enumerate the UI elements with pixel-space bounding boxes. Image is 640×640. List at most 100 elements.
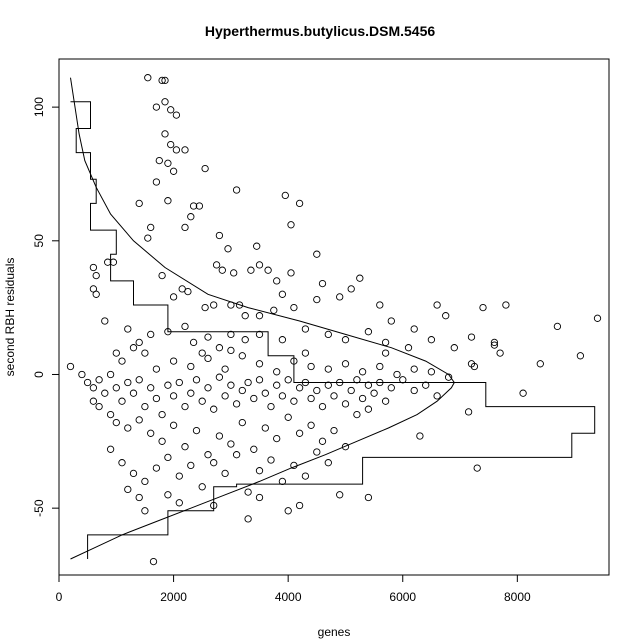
data-point bbox=[295, 199, 304, 208]
data-point bbox=[192, 376, 201, 384]
data-point bbox=[364, 381, 373, 389]
data-point bbox=[232, 451, 241, 459]
data-point bbox=[593, 314, 602, 322]
data-point bbox=[313, 386, 321, 395]
data-point bbox=[284, 413, 292, 421]
data-point bbox=[307, 421, 315, 429]
data-point bbox=[167, 106, 175, 114]
data-point bbox=[224, 245, 232, 253]
data-point bbox=[473, 464, 481, 472]
data-point bbox=[244, 488, 252, 496]
data-point bbox=[255, 376, 264, 384]
data-point bbox=[129, 469, 138, 478]
x-tick-label: 4000 bbox=[275, 590, 302, 604]
data-point bbox=[536, 360, 544, 368]
data-point bbox=[164, 328, 172, 336]
data-point bbox=[278, 290, 287, 298]
data-point bbox=[158, 76, 166, 85]
data-point bbox=[253, 242, 261, 250]
data-point bbox=[161, 76, 169, 85]
data-point bbox=[284, 507, 292, 515]
data-point bbox=[467, 333, 476, 341]
data-point bbox=[330, 392, 338, 400]
data-point bbox=[161, 98, 169, 106]
data-point bbox=[324, 365, 332, 373]
data-point bbox=[181, 146, 189, 154]
x-tick-label: 2000 bbox=[160, 590, 187, 604]
data-point bbox=[227, 330, 235, 339]
x-tick-label: 0 bbox=[56, 590, 63, 604]
data-point bbox=[433, 392, 441, 400]
data-point bbox=[124, 325, 132, 333]
data-point bbox=[124, 424, 132, 432]
data-point bbox=[290, 397, 298, 405]
data-point bbox=[313, 295, 321, 304]
data-point bbox=[169, 167, 178, 175]
data-point bbox=[124, 378, 132, 387]
data-point bbox=[78, 370, 86, 379]
data-point bbox=[519, 389, 527, 397]
data-point bbox=[158, 437, 166, 445]
data-point bbox=[470, 362, 479, 371]
data-point bbox=[330, 426, 338, 435]
data-point bbox=[307, 362, 315, 371]
data-point bbox=[106, 370, 115, 379]
data-point bbox=[427, 368, 436, 376]
data-point bbox=[89, 263, 98, 272]
data-point bbox=[387, 317, 395, 325]
data-point bbox=[261, 389, 269, 397]
data-point bbox=[204, 333, 212, 341]
x-tick-label: 8000 bbox=[504, 590, 531, 604]
data-point bbox=[399, 376, 407, 384]
data-point bbox=[290, 357, 298, 365]
data-point bbox=[341, 443, 350, 451]
data-point bbox=[250, 394, 258, 403]
data-point bbox=[324, 459, 332, 467]
data-point bbox=[169, 392, 178, 400]
data-point bbox=[112, 384, 120, 392]
data-point bbox=[92, 290, 100, 298]
data-point bbox=[238, 386, 246, 395]
data-point bbox=[318, 402, 327, 411]
data-point bbox=[187, 389, 195, 397]
data-point bbox=[238, 418, 246, 427]
data-point bbox=[212, 261, 221, 269]
data-point bbox=[341, 360, 350, 368]
data-point bbox=[175, 499, 183, 507]
data-point bbox=[83, 378, 92, 387]
data-point bbox=[118, 357, 126, 365]
data-point bbox=[118, 397, 126, 405]
data-point bbox=[301, 472, 310, 480]
data-point bbox=[192, 426, 201, 435]
data-point bbox=[198, 349, 206, 357]
data-point bbox=[479, 303, 487, 312]
data-point bbox=[376, 362, 384, 371]
data-point bbox=[227, 301, 235, 309]
data-point bbox=[95, 376, 103, 384]
data-point bbox=[104, 258, 112, 266]
data-point bbox=[381, 397, 390, 405]
data-point bbox=[281, 191, 289, 200]
data-point bbox=[393, 370, 401, 379]
data-point bbox=[198, 397, 206, 405]
chart-title: Hyperthermus.butylicus.DSM.5456 bbox=[205, 23, 436, 39]
data-point bbox=[450, 344, 458, 352]
data-point bbox=[92, 271, 100, 280]
data-point bbox=[149, 557, 158, 566]
data-point bbox=[101, 317, 109, 325]
data-point bbox=[502, 301, 510, 309]
data-point bbox=[172, 111, 181, 119]
data-point bbox=[175, 378, 183, 387]
data-point bbox=[210, 405, 218, 413]
data-point bbox=[336, 378, 344, 387]
data-point bbox=[141, 349, 149, 357]
data-point bbox=[255, 312, 264, 320]
data-point bbox=[576, 352, 585, 360]
data-point bbox=[295, 429, 304, 437]
data-point bbox=[353, 376, 361, 384]
data-point bbox=[307, 394, 315, 403]
data-point bbox=[347, 285, 355, 293]
data-point bbox=[295, 384, 304, 392]
data-point bbox=[144, 74, 152, 82]
data-point bbox=[295, 501, 304, 510]
